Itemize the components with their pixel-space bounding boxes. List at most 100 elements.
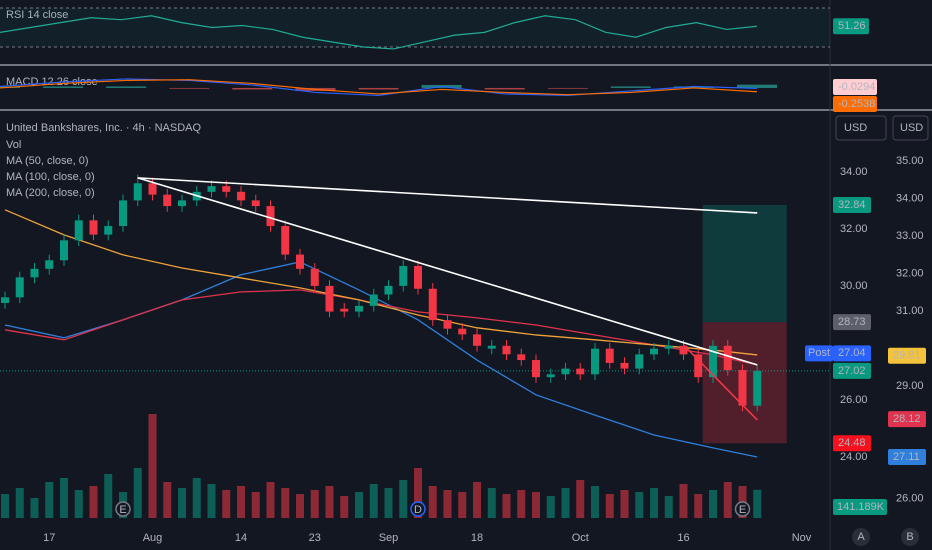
y-tick-label: 32.00 xyxy=(840,223,868,235)
candle-body xyxy=(650,348,658,355)
symbol-title: United Bankshares, Inc. · 4h · NASDAQ xyxy=(6,122,201,134)
volume-bar xyxy=(340,496,349,518)
volume-bar xyxy=(620,490,629,518)
y-tick-label: 24.00 xyxy=(840,451,868,463)
volume-bar xyxy=(296,494,304,518)
volume-bar xyxy=(355,492,363,518)
event-marker-label: E xyxy=(739,504,746,516)
price-badge xyxy=(888,449,926,465)
x-tick-label: Nov xyxy=(792,532,812,544)
candle-body xyxy=(384,285,393,295)
candle-body xyxy=(709,345,717,378)
price-badge-label: 29.81 xyxy=(893,350,921,362)
candle-body xyxy=(119,200,127,227)
price-badge-label: 28.73 xyxy=(838,316,866,328)
macd-signal-line xyxy=(0,79,758,96)
trendline xyxy=(682,344,758,421)
candle-body xyxy=(340,308,349,312)
candle-body xyxy=(443,320,452,329)
currency-button[interactable] xyxy=(892,115,929,141)
volume-bar xyxy=(104,474,113,518)
x-tick-label: 16 xyxy=(677,532,689,544)
scale-button[interactable] xyxy=(901,528,919,546)
candle-body xyxy=(738,370,747,406)
price-badge xyxy=(833,79,877,95)
y2-tick-label: 34.00 xyxy=(896,193,924,205)
volume-bar xyxy=(458,492,467,518)
y2-tick-label: 35.00 xyxy=(896,155,924,167)
candle-body xyxy=(458,328,467,335)
x-tick-label: 18 xyxy=(471,532,483,544)
y2-tick-label: 31.00 xyxy=(896,305,924,317)
candle-body xyxy=(222,186,231,192)
volume-bar xyxy=(251,492,260,518)
scale-button[interactable] xyxy=(852,528,870,546)
price-badge-label: 27.11 xyxy=(893,451,920,463)
volume-bar xyxy=(384,488,393,518)
scale-button-label[interactable]: B xyxy=(906,531,913,543)
volume-bar xyxy=(310,490,319,518)
currency-label[interactable]: USD xyxy=(900,122,923,134)
currency-button[interactable] xyxy=(835,115,887,141)
candle-body xyxy=(723,345,732,371)
indicator-label: Vol xyxy=(6,139,21,151)
y2-tick-label: 29.00 xyxy=(896,380,924,392)
volume-bar xyxy=(532,492,540,518)
volume-bar xyxy=(237,486,245,518)
volume-badge xyxy=(833,499,887,515)
volume-bar xyxy=(605,494,614,518)
volume-bar xyxy=(487,488,496,518)
volume-bar xyxy=(30,498,39,518)
candle-body xyxy=(428,288,437,321)
volume-bar xyxy=(709,490,717,518)
volume-bar xyxy=(546,496,555,518)
volume-badge-label: 141.189K xyxy=(837,501,885,513)
y-tick-label: 26.00 xyxy=(840,394,868,406)
candle-body xyxy=(325,285,334,312)
candle-body xyxy=(502,345,511,355)
volume-bar xyxy=(325,486,334,518)
candle-body xyxy=(487,345,496,349)
x-tick-label: 23 xyxy=(309,532,321,544)
candle-body xyxy=(620,362,629,369)
volume-bar xyxy=(473,482,481,518)
price-badge xyxy=(833,435,871,452)
x-tick-label: Sep xyxy=(379,532,399,544)
candle-body xyxy=(30,268,39,278)
event-marker xyxy=(115,501,131,517)
macd-hist xyxy=(484,87,525,90)
volume-bar xyxy=(576,480,585,518)
candle-body xyxy=(133,183,142,201)
currency-label[interactable]: USD xyxy=(844,122,867,134)
indicator-label: MA (100, close, 0) xyxy=(6,171,95,183)
indicator-label: MA (50, close, 0) xyxy=(6,155,89,167)
volume-bar xyxy=(60,478,68,518)
price-badge-label: -0.0294 xyxy=(838,81,875,93)
volume-bar xyxy=(89,486,98,518)
volume-bar xyxy=(414,468,422,518)
candle-body xyxy=(369,294,378,306)
macd-hist xyxy=(737,84,777,88)
volume-bar xyxy=(15,488,24,518)
trendline xyxy=(137,177,758,366)
candle-body xyxy=(60,240,68,261)
rsi-title: RSI 14 close xyxy=(6,9,68,21)
price-badge-label: 28.12 xyxy=(893,413,921,425)
price-badge xyxy=(888,411,926,428)
moving-average xyxy=(4,209,758,356)
candle-body xyxy=(15,277,24,298)
scale-button-label[interactable]: A xyxy=(857,531,865,543)
candle-body xyxy=(266,206,275,227)
candle-body xyxy=(561,368,570,375)
price-badge xyxy=(833,345,871,362)
macd-hist xyxy=(43,86,84,88)
volume-bar xyxy=(753,489,762,518)
price-badge-label: 51.26 xyxy=(838,20,866,32)
x-tick-label: Oct xyxy=(572,532,589,544)
macd-hist xyxy=(547,87,588,89)
y-tick-label: 30.00 xyxy=(840,280,868,292)
y2-tick-label: 26.00 xyxy=(896,493,924,505)
volume-bar xyxy=(650,488,658,518)
